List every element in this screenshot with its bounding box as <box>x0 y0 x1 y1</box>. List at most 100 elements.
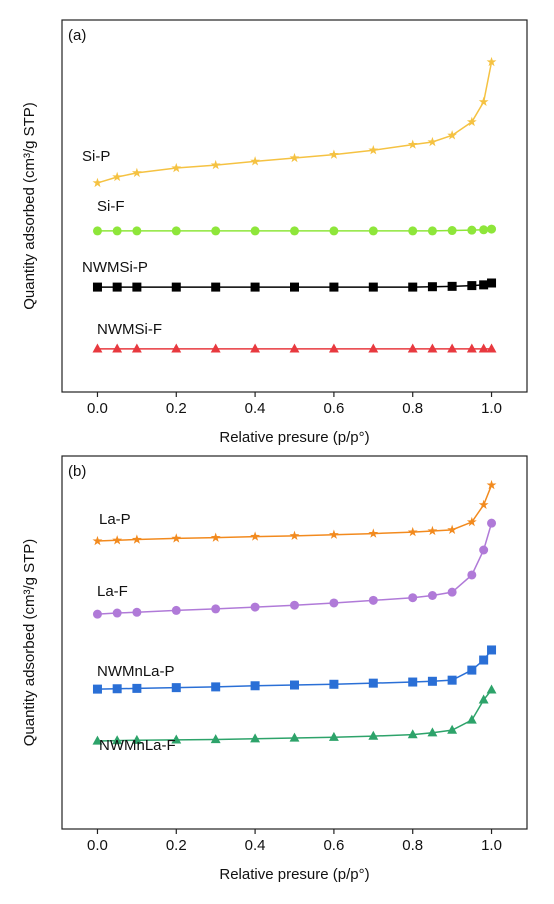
marker <box>92 684 102 694</box>
marker <box>171 734 182 744</box>
marker <box>290 226 299 236</box>
marker <box>328 529 339 539</box>
marker <box>466 516 477 527</box>
marker <box>487 224 497 234</box>
plot-frame <box>61 455 528 830</box>
marker <box>368 282 378 292</box>
marker <box>250 531 261 541</box>
marker <box>92 609 102 619</box>
marker <box>368 226 378 236</box>
x-axis-label: Relative presure (p/p°) <box>219 866 369 883</box>
marker <box>112 608 122 618</box>
marker <box>250 681 260 691</box>
marker <box>290 600 299 610</box>
marker <box>211 226 221 236</box>
y-axis-label: Quantity adsorbed (cm³/g STP) <box>21 539 38 747</box>
marker <box>131 167 142 178</box>
marker <box>447 524 458 535</box>
x-tick-label: 0.8 <box>402 400 423 417</box>
marker <box>92 343 103 353</box>
marker <box>466 714 477 724</box>
marker <box>132 683 142 693</box>
marker <box>368 145 379 155</box>
marker <box>408 677 418 687</box>
marker <box>407 526 418 537</box>
marker <box>427 727 438 737</box>
marker <box>479 655 489 665</box>
marker <box>211 282 221 292</box>
x-tick-label: 0.8 <box>402 837 423 854</box>
marker <box>171 533 182 543</box>
marker <box>479 280 489 290</box>
marker <box>171 683 181 693</box>
marker <box>368 528 379 538</box>
x-axis-label: Relative presure (p/p°) <box>219 429 369 446</box>
marker <box>132 607 142 617</box>
marker <box>132 226 142 236</box>
marker <box>289 152 300 163</box>
marker <box>466 116 477 127</box>
series-label: NWMSi-P <box>82 259 148 276</box>
x-tick-label: 1.0 <box>481 837 502 854</box>
marker <box>427 676 437 686</box>
marker <box>290 282 299 292</box>
marker <box>112 735 123 745</box>
marker <box>478 96 489 107</box>
marker <box>447 226 457 236</box>
marker <box>171 162 182 173</box>
x-tick-label: 0.2 <box>166 400 187 417</box>
marker <box>250 602 260 612</box>
marker <box>92 735 103 745</box>
marker <box>479 225 489 235</box>
marker <box>368 595 378 605</box>
marker <box>250 156 261 166</box>
marker <box>92 226 102 236</box>
marker <box>329 282 339 292</box>
marker <box>210 734 221 744</box>
series-label: Si-P <box>82 148 110 165</box>
marker <box>408 593 418 603</box>
marker <box>486 343 497 353</box>
marker <box>112 282 122 292</box>
marker <box>290 680 299 690</box>
marker <box>329 226 339 236</box>
x-tick-label: 0.0 <box>87 400 108 417</box>
panel-label: (a) <box>68 27 86 44</box>
series-line <box>97 61 493 184</box>
marker <box>478 499 489 510</box>
marker <box>250 733 261 743</box>
marker <box>407 139 418 149</box>
marker <box>112 535 123 545</box>
marker <box>328 731 339 741</box>
marker <box>479 545 489 555</box>
marker <box>408 282 418 292</box>
marker <box>250 226 260 236</box>
marker <box>486 684 497 694</box>
x-tick-label: 0.2 <box>166 837 187 854</box>
series-label: NWMnLa-P <box>97 663 175 680</box>
marker <box>368 678 378 688</box>
y-axis-label: Quantity adsorbed (cm³/g STP) <box>21 102 38 310</box>
x-tick-label: 0.4 <box>245 837 266 854</box>
marker <box>211 682 221 692</box>
marker <box>467 281 477 291</box>
marker <box>427 525 438 536</box>
marker <box>131 343 142 353</box>
series-label: NWMSi-F <box>97 321 162 338</box>
marker <box>478 694 489 704</box>
marker <box>92 535 103 546</box>
marker <box>289 732 300 742</box>
series-label: Si-F <box>97 198 125 215</box>
marker <box>112 684 122 694</box>
marker <box>427 226 437 236</box>
marker <box>478 343 489 353</box>
marker <box>289 343 300 353</box>
marker <box>447 130 458 140</box>
series-label: La-F <box>97 583 128 600</box>
x-tick-label: 0.0 <box>87 837 108 854</box>
marker <box>112 343 123 353</box>
marker <box>486 56 497 67</box>
marker <box>210 343 221 353</box>
marker <box>112 171 123 182</box>
marker <box>467 665 477 675</box>
